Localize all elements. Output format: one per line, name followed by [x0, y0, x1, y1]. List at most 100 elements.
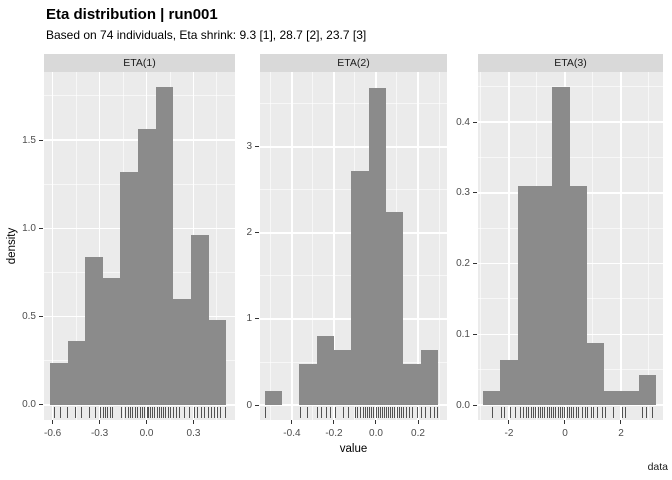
- grid-minor-vline: [312, 72, 314, 420]
- rug-mark: [519, 407, 521, 418]
- rug-mark: [94, 407, 96, 418]
- y-tick-label: 0.0: [22, 399, 36, 411]
- histogram-bar: [316, 336, 335, 405]
- rug-mark: [437, 407, 439, 418]
- rug-mark: [148, 407, 150, 418]
- rug-mark: [394, 407, 396, 418]
- rug-mark: [307, 407, 309, 418]
- rug-mark: [510, 407, 512, 418]
- rug-mark: [548, 407, 550, 418]
- rug-mark: [377, 407, 379, 418]
- x-tick-label: -0.2: [325, 428, 343, 439]
- rug-mark: [571, 407, 573, 418]
- rug-mark: [88, 407, 90, 418]
- x-tick-mark: [291, 420, 293, 424]
- rug-mark: [411, 407, 413, 418]
- rug-mark: [537, 407, 539, 418]
- x-tick-label: -0.4: [283, 428, 301, 439]
- x-tick-label: 2: [618, 428, 624, 439]
- rug-mark: [544, 407, 546, 418]
- x-tick-mark: [564, 420, 566, 424]
- grid-minor-vline: [75, 72, 77, 420]
- rug-mark: [132, 407, 134, 418]
- rug-mark: [342, 407, 344, 418]
- grid-major-hline: [44, 404, 235, 406]
- histogram-bar: [604, 390, 622, 405]
- facet-panel-eta2: [260, 72, 447, 420]
- grid-minor-vline: [648, 72, 650, 420]
- rug-mark: [379, 407, 381, 418]
- rug-mark: [179, 407, 181, 418]
- y-tick-mark: [39, 139, 43, 141]
- rug-mark: [141, 407, 143, 418]
- page-subtitle: Based on 74 individuals, Eta shrink: 9.3…: [46, 28, 367, 42]
- y-axis-title: density: [6, 227, 18, 265]
- rug-mark: [581, 407, 583, 418]
- rug-mark: [121, 407, 123, 418]
- rug-mark: [165, 407, 167, 418]
- y-tick-mark: [39, 316, 43, 318]
- x-tick-mark: [417, 420, 419, 424]
- rug-mark: [105, 407, 107, 418]
- rug-mark: [503, 407, 505, 418]
- rug-mark: [107, 407, 109, 418]
- x-tick-label: -2: [504, 428, 514, 439]
- rug-mark: [167, 407, 169, 418]
- rug-mark: [390, 407, 392, 418]
- rug-mark: [357, 407, 359, 418]
- rug-mark: [535, 407, 537, 418]
- rug-mark: [146, 407, 148, 418]
- rug-mark: [80, 407, 82, 418]
- grid-minor-vline: [438, 72, 440, 420]
- y-tick-mark: [473, 404, 477, 406]
- rug-mark: [144, 407, 146, 418]
- histogram-bar: [482, 390, 501, 405]
- rug-mark: [154, 407, 156, 418]
- rug-mark: [354, 407, 356, 418]
- rug-mark: [112, 407, 114, 418]
- x-tick-label: -0.3: [90, 428, 109, 439]
- rug-mark: [102, 407, 104, 418]
- rug-mark: [207, 407, 209, 418]
- rug-mark: [613, 407, 615, 418]
- x-tick-label: 0.3: [186, 428, 201, 439]
- histogram-bar: [420, 349, 438, 405]
- facet-panel-eta3: [478, 72, 663, 420]
- rug-mark: [375, 407, 377, 418]
- y-tick-mark: [255, 232, 259, 234]
- histogram-bar: [534, 185, 553, 405]
- rug-mark: [601, 407, 603, 418]
- histogram-bar: [138, 129, 156, 405]
- rug-mark: [522, 407, 524, 418]
- rug-mark: [651, 407, 653, 418]
- rug-mark: [392, 407, 394, 418]
- x-tick-mark: [99, 420, 101, 424]
- rug-mark: [109, 407, 111, 418]
- rug-mark: [197, 407, 199, 418]
- rug-mark: [515, 407, 517, 418]
- rug-mark: [403, 407, 405, 418]
- facet-strip-label: ETA(3): [554, 57, 587, 69]
- histogram-bar: [102, 277, 121, 405]
- grid-minor-vline: [216, 72, 218, 420]
- y-tick-mark: [473, 121, 477, 123]
- grid-minor-vline: [270, 72, 272, 420]
- rug-mark: [645, 407, 647, 418]
- x-tick-mark: [333, 420, 335, 424]
- page-title: Eta distribution | run001: [46, 6, 218, 23]
- rug-mark: [321, 407, 323, 418]
- rug-mark: [605, 407, 607, 418]
- rug-mark: [425, 407, 427, 418]
- rug-mark: [162, 407, 164, 418]
- rug-mark: [564, 407, 566, 418]
- rug-mark: [265, 407, 267, 418]
- rug-mark: [139, 407, 141, 418]
- histogram-bar: [264, 391, 283, 406]
- y-tick-label: 0.3: [456, 187, 470, 199]
- rug-mark: [593, 407, 595, 418]
- x-tick-label: 0.0: [369, 428, 383, 439]
- rug-mark: [367, 407, 369, 418]
- y-tick-label: 0.2: [456, 258, 470, 270]
- rug-mark: [386, 407, 388, 418]
- rug-mark: [188, 407, 190, 418]
